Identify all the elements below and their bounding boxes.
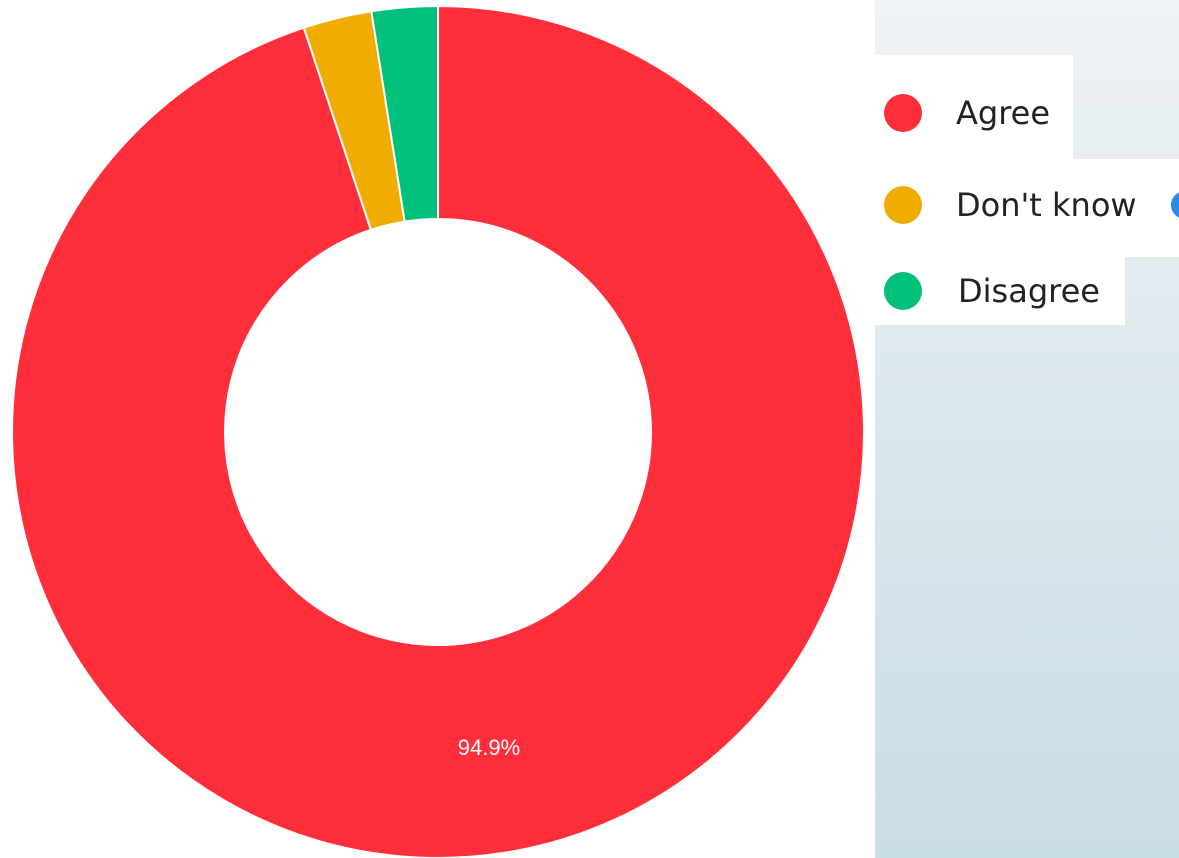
donut-chart: 94.9% (11, 4, 865, 858)
legend-label-disagree: Disagree (958, 272, 1100, 310)
legend-label-dont-know: Don't know (956, 186, 1137, 224)
legend-item-dont-know[interactable]: Don't know (884, 183, 1137, 227)
data-label-agree: 94.9% (458, 735, 520, 760)
legend-label-agree: Agree (956, 94, 1051, 132)
donut-slice-agree[interactable] (11, 4, 865, 858)
legend-overflow-dot[interactable] (1171, 191, 1179, 219)
legend-swatch-disagree (884, 272, 922, 310)
legend-item-disagree[interactable]: Disagree (884, 269, 1100, 313)
legend-swatch-dont-know (884, 186, 922, 224)
donut-slice-disagree[interactable] (370, 4, 439, 223)
legend-swatch-agree (884, 94, 922, 132)
legend-item-agree[interactable]: Agree (884, 91, 1050, 135)
